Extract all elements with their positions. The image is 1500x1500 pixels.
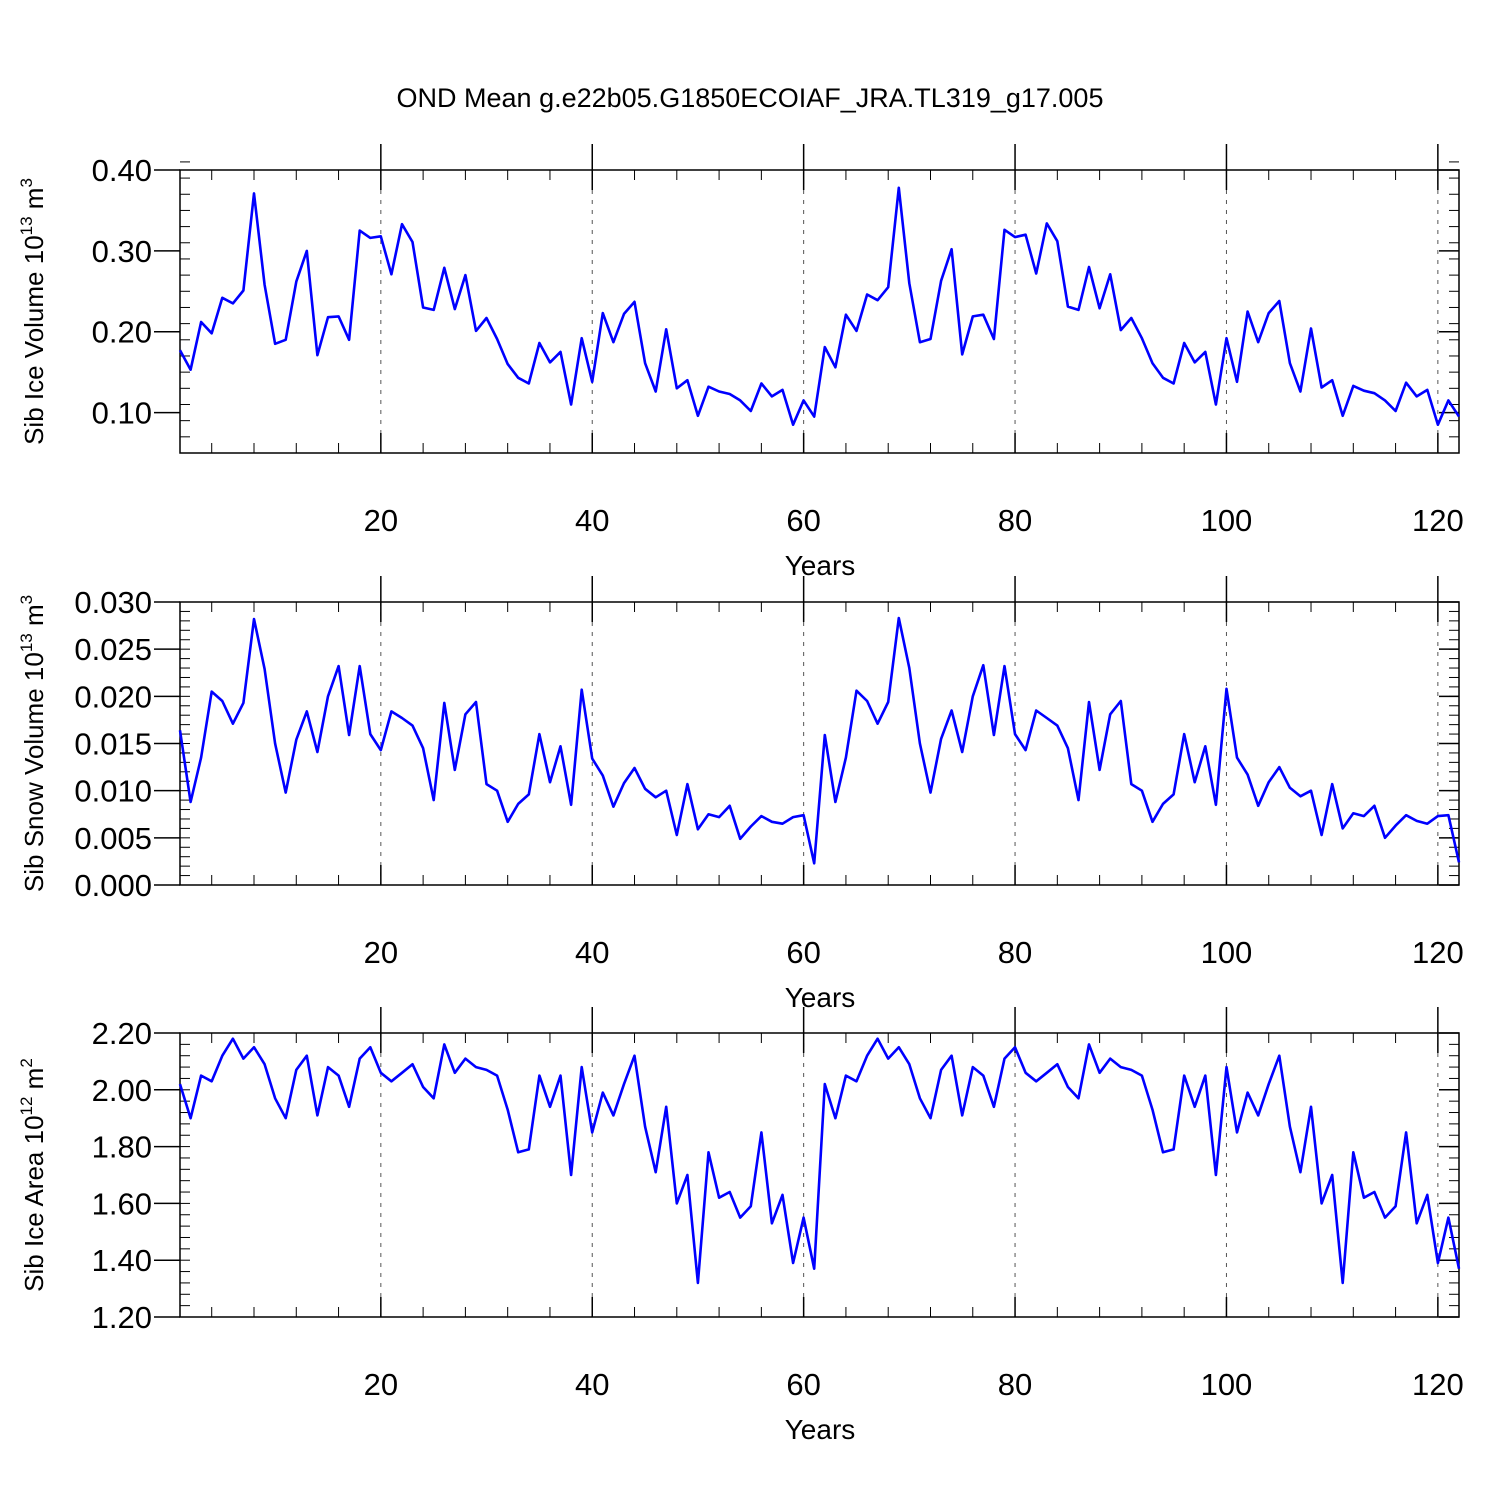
y-tick-label: 1.40 xyxy=(92,1243,152,1278)
y-axis-label-unit: m xyxy=(19,188,49,217)
x-tick-label: 60 xyxy=(786,935,820,970)
x-tick-label: 60 xyxy=(786,503,820,538)
y-tick-label: 0.000 xyxy=(74,868,152,903)
x-tick-label: 20 xyxy=(364,503,398,538)
x-tick-label: 120 xyxy=(1412,503,1464,538)
x-tick-label: 100 xyxy=(1201,503,1253,538)
y-axis-label-unit-exponent: 2 xyxy=(17,1058,36,1067)
y-tick-label: 0.005 xyxy=(74,821,152,856)
y-axis-label-unit: m xyxy=(19,1068,49,1097)
y-tick-label: 0.40 xyxy=(92,153,152,188)
y-axis-label-unit-exponent: 3 xyxy=(17,595,36,604)
x-tick-label: 40 xyxy=(575,503,609,538)
x-tick-label: 120 xyxy=(1412,935,1464,970)
chart-panel-1: 0.10 0.20 0.30 0.40 20 40 60 80 100 120 Years Sib I… xyxy=(17,144,1464,581)
x-tick-label: 100 xyxy=(1201,1367,1253,1402)
y-tick-label: 0.025 xyxy=(74,632,152,667)
x-axis-label: Years xyxy=(785,550,856,581)
x-tick-label: 20 xyxy=(364,1367,398,1402)
y-axis-label: Sib Ice Area 1012 m2 xyxy=(17,1058,49,1292)
panels: 0.10 0.20 0.30 0.40 20 40 60 80 100 120 Years Sib I… xyxy=(17,144,1464,1445)
x-tick-label: 20 xyxy=(364,935,398,970)
y-axis-label: Sib Ice Volume 1013 m3 xyxy=(17,178,49,445)
y-tick-label: 0.020 xyxy=(74,679,152,714)
y-axis-label-text: Sib Snow Volume 10 xyxy=(19,652,49,892)
y-tick-label: 1.60 xyxy=(92,1186,152,1221)
y-tick-label: 1.80 xyxy=(92,1130,152,1165)
x-tick-label: 80 xyxy=(998,503,1032,538)
x-axis-label: Years xyxy=(785,1414,856,1445)
x-tick-label: 100 xyxy=(1201,935,1253,970)
y-tick-label: 0.20 xyxy=(92,315,152,350)
y-tick-label: 2.20 xyxy=(92,1016,152,1051)
x-tick-label: 120 xyxy=(1412,1367,1464,1402)
series-line xyxy=(178,186,1461,427)
series-line xyxy=(178,616,1461,865)
x-tick-label: 40 xyxy=(575,1367,609,1402)
y-axis-label-exponent: 13 xyxy=(17,216,36,235)
y-axis-label-unit-exponent: 3 xyxy=(17,178,36,187)
x-tick-label: 60 xyxy=(786,1367,820,1402)
x-tick-label: 80 xyxy=(998,1367,1032,1402)
x-tick-label: 80 xyxy=(998,935,1032,970)
y-axis-label-text: Sib Ice Volume 10 xyxy=(19,235,49,445)
y-tick-label: 0.015 xyxy=(74,727,152,762)
series-line xyxy=(178,1037,1461,1285)
chart-panel-3: 1.20 1.40 1.60 1.80 2.00 2.20 20 40 60 80 100 120 Ye… xyxy=(17,1007,1464,1445)
y-axis-label-unit: m xyxy=(19,604,49,633)
y-axis-label: Sib Snow Volume 1013 m3 xyxy=(17,595,49,892)
y-axis-label-exponent: 13 xyxy=(17,633,36,652)
chart-panel-2: 0.000 0.005 0.010 0.015 0.020 0.025 0.030 20 40 6… xyxy=(17,576,1464,1013)
x-tick-label: 40 xyxy=(575,935,609,970)
plot-frame xyxy=(179,169,1460,454)
y-axis-label-text: Sib Ice Area 10 xyxy=(19,1115,49,1291)
y-tick-label: 0.010 xyxy=(74,774,152,809)
y-axis-label-exponent: 12 xyxy=(17,1097,36,1116)
y-tick-label: 0.030 xyxy=(74,585,152,620)
y-tick-label: 0.30 xyxy=(92,234,152,269)
y-tick-label: 2.00 xyxy=(92,1073,152,1108)
y-tick-label: 0.10 xyxy=(92,396,152,431)
y-tick-label: 1.20 xyxy=(92,1300,152,1335)
x-axis-label: Years xyxy=(785,982,856,1013)
plot-frame xyxy=(179,1032,1460,1318)
figure-title: OND Mean g.e22b05.G1850ECOIAF_JRA.TL319_… xyxy=(397,83,1104,113)
